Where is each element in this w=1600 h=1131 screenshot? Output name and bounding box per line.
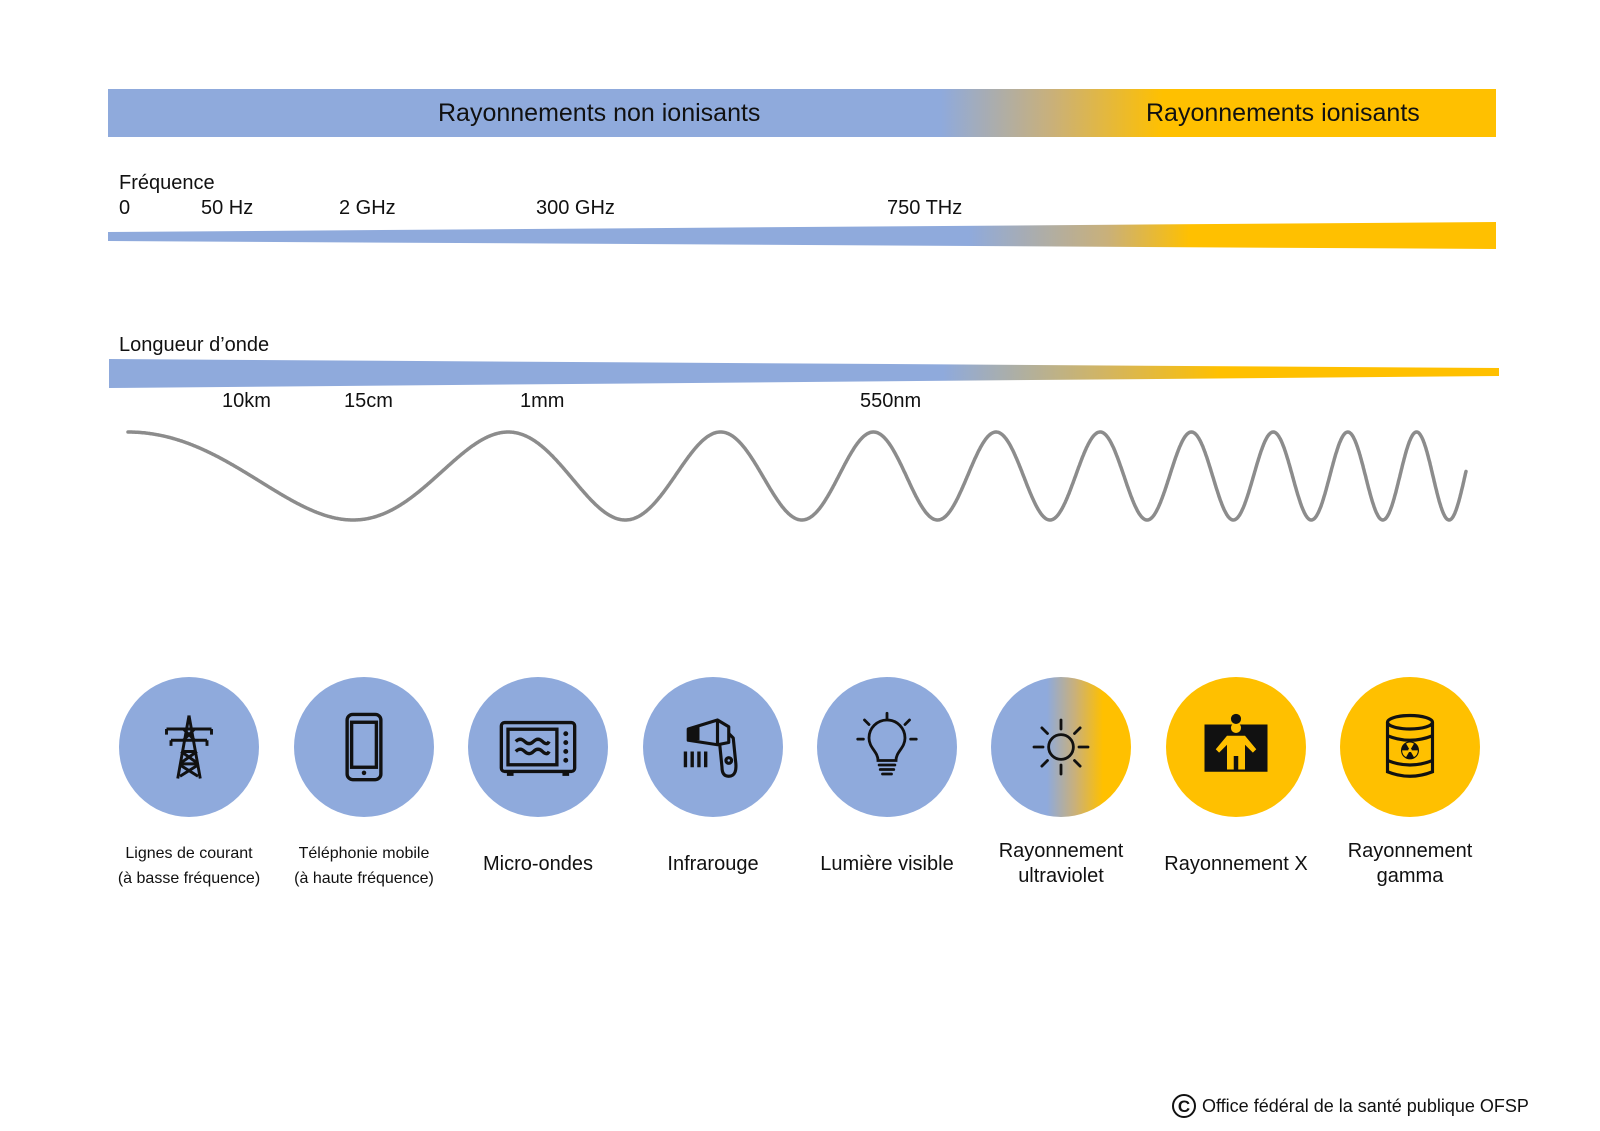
frequency-wedge bbox=[108, 222, 1496, 249]
radioactive-barrel-icon bbox=[1385, 713, 1435, 778]
caption-visible-light: Lumière visible bbox=[820, 853, 954, 875]
category-circle-microwave bbox=[468, 677, 608, 817]
hair-dryer-icon bbox=[683, 718, 738, 778]
caption-xray: Rayonnement X bbox=[1164, 853, 1308, 875]
frequency-tick: 750 THz bbox=[887, 197, 963, 219]
wavelength-tick: 1mm bbox=[520, 390, 565, 412]
frequency-tick: 300 GHz bbox=[536, 197, 615, 219]
caption-infrared: Infrarouge bbox=[667, 853, 759, 875]
category-circle-visible-light bbox=[817, 677, 957, 817]
category-circle-infrared bbox=[643, 677, 783, 817]
footer-credit: C Office fédéral de la santé publique OF… bbox=[1172, 1094, 1529, 1118]
footer-text: Office fédéral de la santé publique OFSP bbox=[1202, 1095, 1529, 1116]
wavelength-tick: 550nm bbox=[860, 390, 922, 412]
copyright-icon: C bbox=[1172, 1094, 1196, 1118]
category-circle-xray bbox=[1166, 677, 1306, 817]
caption-power-lines: Lignes de courant (à basse fréquence) bbox=[117, 845, 261, 887]
caption-ultraviolet: Rayonnement ultraviolet bbox=[998, 840, 1124, 887]
x-ray-person-icon bbox=[1204, 713, 1268, 772]
wavelength-title: Longueur d’onde bbox=[119, 334, 270, 356]
caption-gamma: Rayonnement gamma bbox=[1347, 840, 1473, 887]
ionizing-label: Rayonnements ionisants bbox=[1146, 99, 1420, 127]
frequency-tick: 50 Hz bbox=[201, 197, 254, 219]
wavelength-tick: 15cm bbox=[344, 390, 393, 412]
mobile-phone-icon bbox=[345, 712, 383, 782]
wave-curve bbox=[126, 430, 1468, 522]
wavelength-wedge bbox=[109, 359, 1499, 388]
caption-microwave: Micro-ondes bbox=[482, 853, 594, 875]
category-circle-mobile bbox=[294, 677, 434, 817]
category-circle-ultraviolet bbox=[991, 677, 1131, 817]
power-pylon-icon bbox=[165, 715, 213, 779]
frequency-tick: 2 GHz bbox=[339, 197, 396, 219]
caption-mobile: Téléphonie mobile (à haute fréquence) bbox=[294, 845, 434, 887]
category-circle-gamma bbox=[1340, 677, 1480, 817]
frequency-tick: 0 bbox=[119, 197, 131, 219]
sun-icon bbox=[1032, 718, 1090, 776]
non-ionizing-label: Rayonnements non ionisants bbox=[438, 99, 761, 127]
light-bulb-icon bbox=[856, 711, 918, 776]
microwave-icon bbox=[499, 720, 577, 776]
category-circle-power-lines bbox=[119, 677, 259, 817]
wavelength-tick: 10km bbox=[222, 390, 271, 412]
radiation-type-banner: Rayonnements non ionisants Rayonnements … bbox=[108, 89, 1496, 137]
frequency-title: Fréquence bbox=[119, 172, 215, 194]
